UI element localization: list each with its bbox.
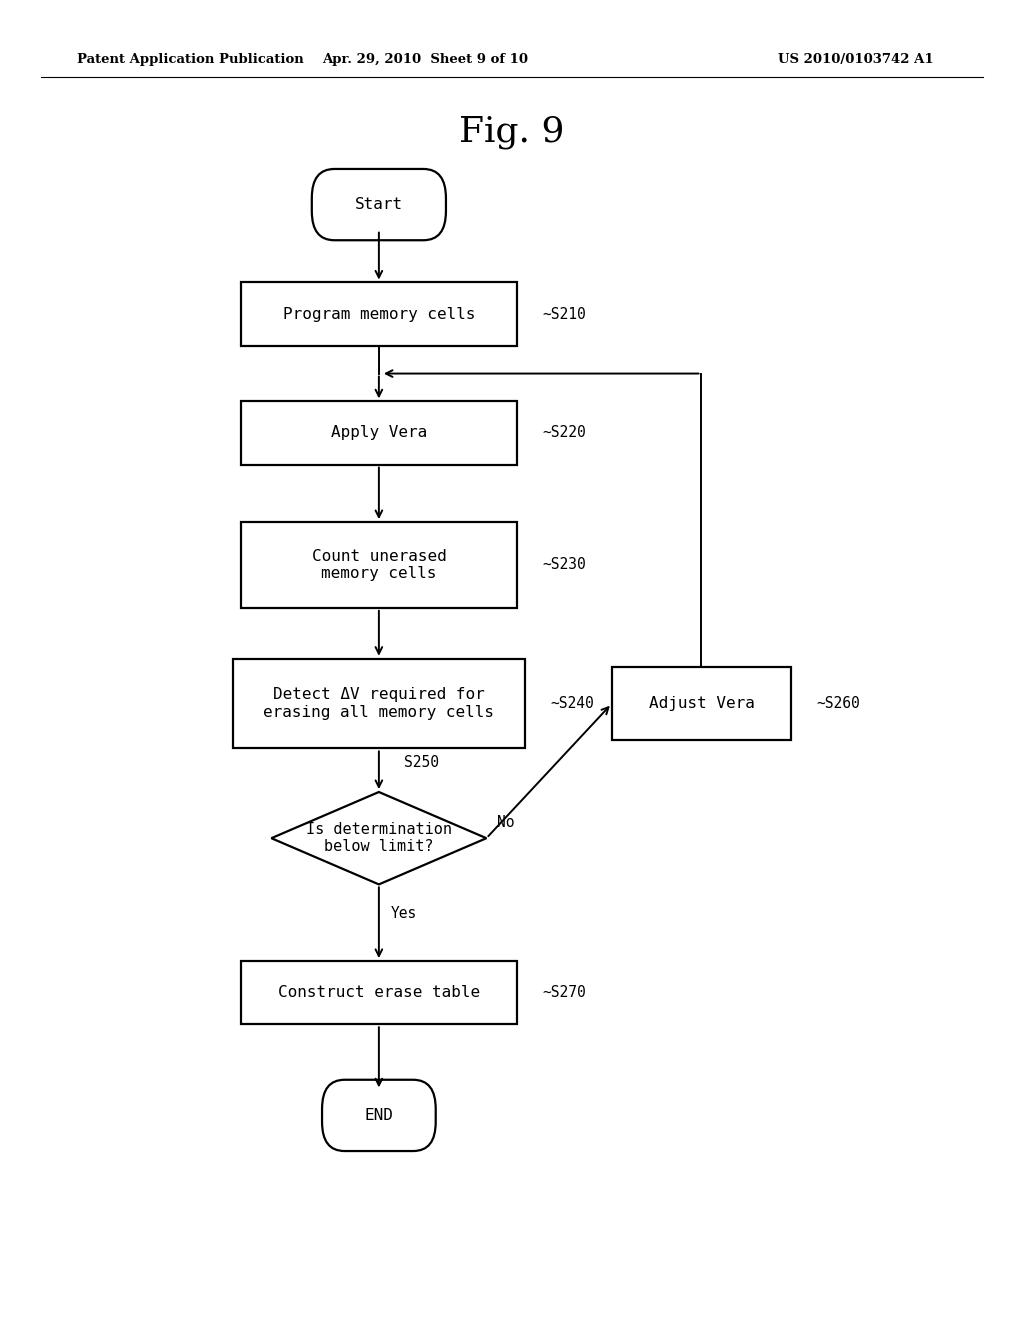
- Text: S250: S250: [404, 755, 439, 771]
- Text: ~S260: ~S260: [817, 696, 860, 711]
- Text: Apply Vera: Apply Vera: [331, 425, 427, 441]
- Text: ~S240: ~S240: [551, 696, 594, 711]
- FancyBboxPatch shape: [241, 961, 517, 1024]
- Text: ~S210: ~S210: [543, 306, 587, 322]
- Text: ~S230: ~S230: [543, 557, 587, 573]
- Text: US 2010/0103742 A1: US 2010/0103742 A1: [778, 53, 934, 66]
- Text: Adjust Vera: Adjust Vera: [648, 696, 755, 711]
- FancyBboxPatch shape: [241, 401, 517, 465]
- Text: Fig. 9: Fig. 9: [460, 115, 564, 149]
- Polygon shape: [271, 792, 486, 884]
- Text: Apr. 29, 2010  Sheet 9 of 10: Apr. 29, 2010 Sheet 9 of 10: [322, 53, 528, 66]
- FancyBboxPatch shape: [241, 521, 517, 607]
- Text: Is determination
below limit?: Is determination below limit?: [306, 822, 452, 854]
- FancyBboxPatch shape: [233, 659, 524, 748]
- Text: ~S270: ~S270: [543, 985, 587, 1001]
- Text: Program memory cells: Program memory cells: [283, 306, 475, 322]
- FancyBboxPatch shape: [241, 282, 517, 346]
- Text: Construct erase table: Construct erase table: [278, 985, 480, 1001]
- Text: END: END: [365, 1107, 393, 1123]
- FancyBboxPatch shape: [612, 668, 791, 739]
- Text: Start: Start: [355, 197, 402, 213]
- Text: Count unerased
memory cells: Count unerased memory cells: [311, 549, 446, 581]
- Text: Detect ΔV required for
erasing all memory cells: Detect ΔV required for erasing all memor…: [263, 688, 495, 719]
- FancyBboxPatch shape: [311, 169, 446, 240]
- Text: ~S220: ~S220: [543, 425, 587, 441]
- Text: No: No: [497, 814, 514, 830]
- Text: Patent Application Publication: Patent Application Publication: [77, 53, 303, 66]
- Text: Yes: Yes: [391, 906, 418, 921]
- FancyBboxPatch shape: [322, 1080, 436, 1151]
